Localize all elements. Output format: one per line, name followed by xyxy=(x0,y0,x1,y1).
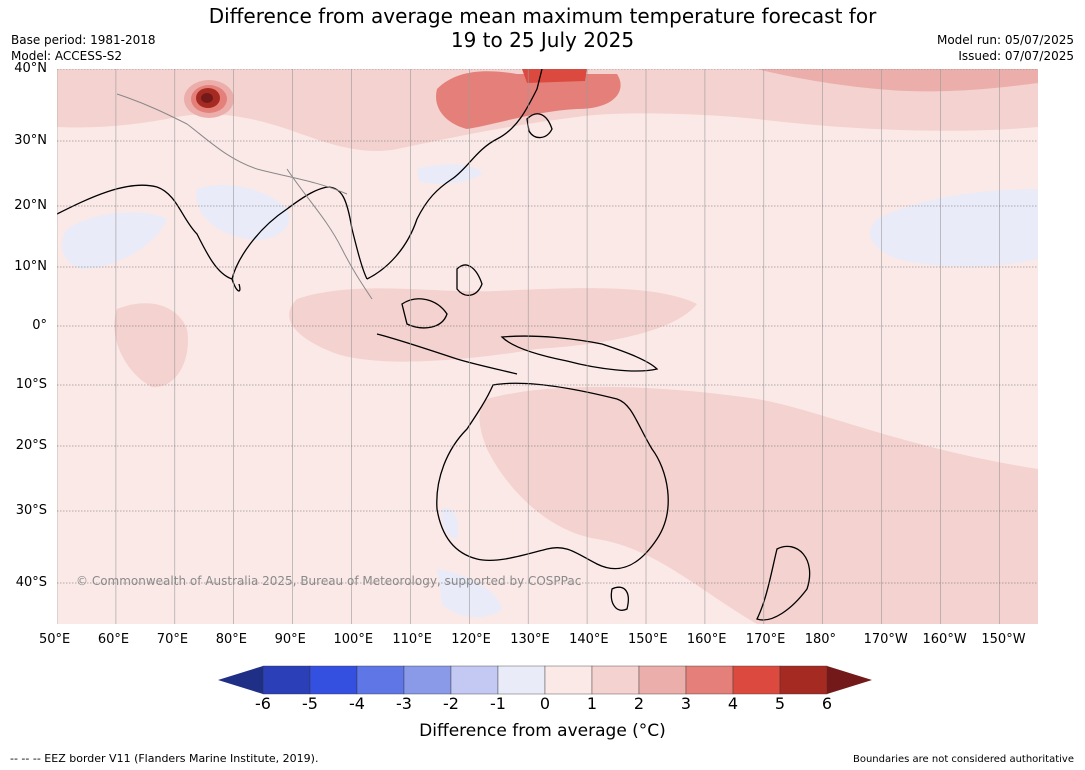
anomaly-zone-indian-ocean xyxy=(114,303,188,388)
map-title: Difference from average mean maximum tem… xyxy=(0,4,1085,52)
colorbar-tick-label: -3 xyxy=(396,694,412,713)
colorbar-tick-label: 5 xyxy=(774,694,786,713)
coast-borneo xyxy=(401,298,448,329)
boundaries-note: Boundaries are not considered authoritat… xyxy=(852,754,1074,765)
temperature-anomaly-map xyxy=(56,68,1038,624)
meta-left: Base period: 1981-2018 Model: ACCESS-S2 xyxy=(11,32,156,64)
border-himalaya xyxy=(116,93,348,195)
colorbar-tick-label: -5 xyxy=(302,694,318,713)
coast-indonesia xyxy=(376,333,518,375)
latitude-tick-label: 0° xyxy=(32,318,47,333)
colorbar-tick-label: 4 xyxy=(727,694,739,713)
longitude-tick-label: 130°E xyxy=(510,632,550,647)
colorbar-tick-label: -4 xyxy=(349,694,365,713)
latitude-tick-label: 20°N xyxy=(14,198,47,213)
longitude-tick-label: 50°E xyxy=(39,632,71,647)
title-line-1: Difference from average mean maximum tem… xyxy=(208,4,877,28)
colorbar xyxy=(218,665,872,695)
colorbar-tick-label: 2 xyxy=(633,694,645,713)
coast-tasmania xyxy=(610,586,629,611)
border-indochina xyxy=(286,168,373,300)
longitude-tick-label: 100°E xyxy=(333,632,374,647)
coast-philippines xyxy=(456,264,483,296)
coast-sri-lanka xyxy=(231,278,241,292)
colorbar-label: Difference from average (°C) xyxy=(419,721,666,741)
longitude-tick-label: 150°W xyxy=(981,632,1026,647)
hotspot-center xyxy=(201,93,213,103)
colorbar-cell xyxy=(356,665,405,695)
cool-zone-arabian-sea xyxy=(62,212,167,269)
colorbar-cell xyxy=(779,665,828,695)
latitude-tick-label: 40°N xyxy=(14,61,47,76)
coast-south-asia xyxy=(56,184,368,280)
longitude-tick-label: 180° xyxy=(804,632,837,647)
colorbar-cell xyxy=(638,665,687,695)
colorbar-tick-label: -1 xyxy=(490,694,506,713)
model-run: Model run: 05/07/2025 xyxy=(936,33,1074,47)
latitude-tick-label: 30°S xyxy=(15,503,47,518)
anomaly-zone-north-2 xyxy=(447,69,1038,92)
issued-date: Issued: 07/07/2025 xyxy=(958,49,1074,63)
eez-note: -- -- -- EEZ border V11 (Flanders Marine… xyxy=(10,752,319,765)
model-name: Model: ACCESS-S2 xyxy=(11,49,123,63)
coast-new-zealand xyxy=(756,545,811,621)
latitude-tick-label: 20°S xyxy=(15,438,47,453)
colorbar-cell xyxy=(403,665,452,695)
gridlines xyxy=(56,68,1038,624)
country-borders xyxy=(116,93,373,300)
longitude-tick-label: 160°W xyxy=(922,632,967,647)
colorbar-cell xyxy=(497,665,546,695)
colorbar-cell xyxy=(544,665,593,695)
cool-zone-china xyxy=(417,164,482,185)
coast-japan xyxy=(526,113,553,139)
coastlines xyxy=(56,68,811,621)
cool-zone-pacific xyxy=(869,189,1038,267)
colorbar-extend-low xyxy=(218,666,263,694)
longitude-tick-label: 170°W xyxy=(863,632,908,647)
colorbar-cell xyxy=(450,665,499,695)
coast-east-asia xyxy=(366,68,543,280)
colorbar-tick-label: -6 xyxy=(255,694,271,713)
coast-australia xyxy=(436,382,669,570)
longitude-tick-label: 160°E xyxy=(686,632,727,647)
colorbar-tick-label: 6 xyxy=(821,694,833,713)
longitude-tick-label: 140°E xyxy=(569,632,609,647)
anomaly-zone-north-4 xyxy=(522,69,587,83)
colorbar-tick-label: 3 xyxy=(680,694,692,713)
colorbar-cell xyxy=(732,665,781,695)
latitude-tick-label: 30°N xyxy=(14,133,47,148)
map-panel: © Commonwealth of Australia 2025, Bureau… xyxy=(56,68,1038,624)
colorbar-tick-label: 1 xyxy=(586,694,598,713)
copyright-credit: © Commonwealth of Australia 2025, Bureau… xyxy=(76,574,582,588)
longitude-tick-label: 70°E xyxy=(156,632,189,647)
longitude-tick-label: 90°E xyxy=(274,632,306,647)
longitude-tick-label: 120°E xyxy=(451,632,491,647)
anomaly-zone-maritime xyxy=(289,288,697,362)
colorbar-cell xyxy=(262,665,311,695)
colorbar-tick-label: -2 xyxy=(443,694,459,713)
cool-zone-west-australia xyxy=(441,508,459,539)
meta-right: Model run: 05/07/2025 Issued: 07/07/2025 xyxy=(937,32,1074,64)
colorbar-extend-high xyxy=(827,666,872,694)
colorbar-cells xyxy=(218,665,872,695)
title-line-2: 19 to 25 July 2025 xyxy=(450,28,635,52)
base-period: Base period: 1981-2018 xyxy=(11,33,156,47)
colorbar-tick-label: 0 xyxy=(539,694,551,713)
coast-new-guinea xyxy=(500,335,659,372)
longitude-tick-label: 150°E xyxy=(628,632,668,647)
colorbar-cell xyxy=(685,665,734,695)
latitude-tick-label: 10°N xyxy=(14,259,47,274)
colorbar-cell xyxy=(591,665,640,695)
latitude-tick-label: 10°S xyxy=(15,377,47,392)
longitude-tick-label: 170°E xyxy=(745,632,786,647)
latitude-tick-label: 40°S xyxy=(15,575,47,590)
longitude-tick-label: 60°E xyxy=(97,632,130,647)
longitude-tick-label: 80°E xyxy=(215,632,247,647)
longitude-tick-label: 110°E xyxy=(392,632,432,647)
colorbar-cell xyxy=(309,665,358,695)
